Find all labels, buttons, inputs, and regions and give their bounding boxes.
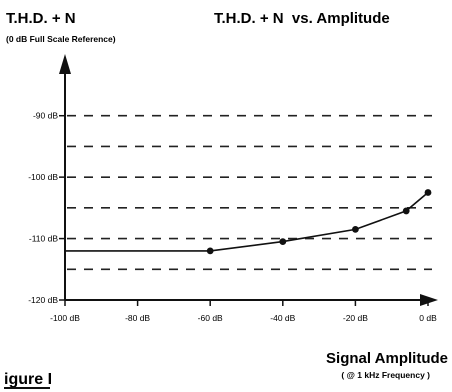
data-point [352, 225, 359, 233]
data-point [279, 238, 287, 246]
y-axis-arrow-icon [59, 54, 71, 74]
series-line [65, 191, 429, 252]
x-tick-label: 0 dB [419, 313, 437, 323]
x-axis-label: Signal Amplitude [326, 350, 448, 367]
x-tick-label: -100 dB [50, 313, 80, 323]
x-tick-label: -40 dB [270, 313, 295, 323]
y-tick-label: -90 dB [33, 111, 58, 121]
y-tick-label: -100 dB [28, 172, 58, 182]
data-point [424, 189, 432, 196]
tick-marks: -90 dB -100 dB -110 dB -120 dB -100 dB -80 dB… [28, 111, 437, 323]
axes [59, 54, 438, 306]
y-axis-sublabel: (0 dB Full Scale Reference) [6, 34, 116, 44]
y-tick-label: -110 dB [29, 234, 58, 244]
x-tick-label: -80 dB [125, 313, 150, 323]
figure-label: igure I [4, 371, 52, 388]
x-tick-label: -60 dB [198, 313, 223, 323]
data-point [402, 207, 410, 215]
series-1 [65, 189, 432, 255]
x-tick-label: -20 dB [343, 313, 368, 323]
y-tick-label: -120 dB [28, 295, 58, 305]
x-axis-arrow-icon [420, 294, 438, 306]
chart-title: T.H.D. + N vs. Amplitude [214, 10, 390, 27]
data-point [206, 247, 214, 255]
y-axis-label: T.H.D. + N [6, 10, 76, 27]
x-axis-sublabel: ( @ 1 kHz Frequency ) [341, 370, 430, 380]
